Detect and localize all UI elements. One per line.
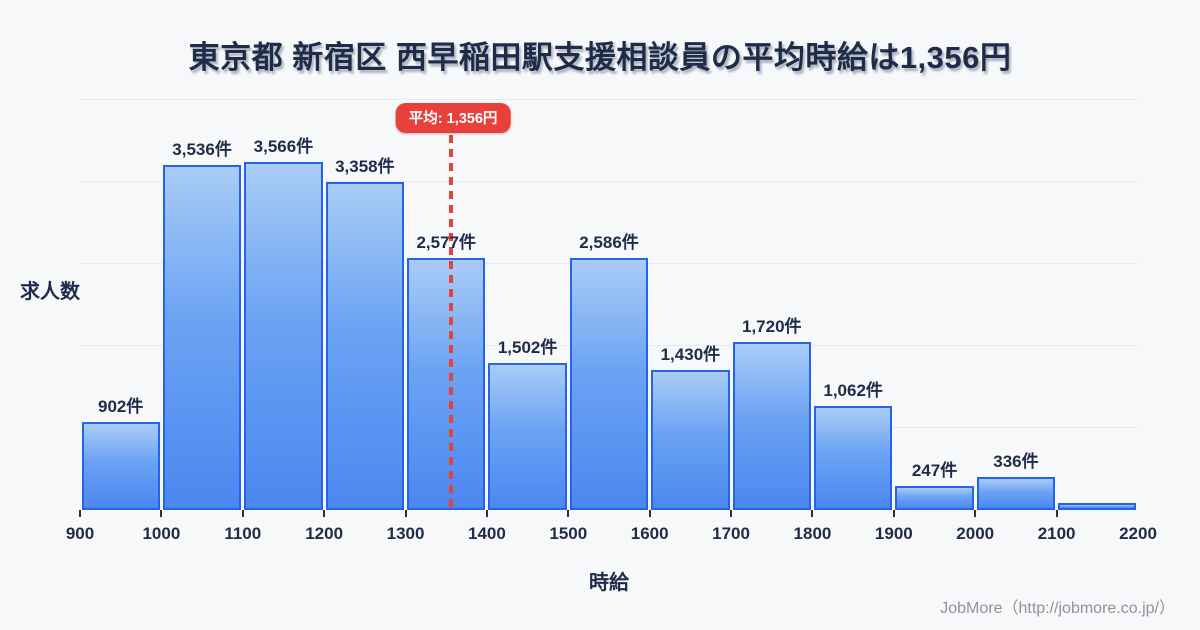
x-axis-tick-mark <box>160 510 163 517</box>
bar-value-label: 2,577件 <box>416 233 476 253</box>
histogram-bar <box>407 258 486 510</box>
x-axis-label: 時給 <box>589 572 629 594</box>
x-axis-tick-mark <box>974 510 977 517</box>
x-axis-tick-mark <box>323 510 326 517</box>
bar-value-label: 3,536件 <box>172 139 232 159</box>
x-axis-tick-label: 1300 <box>386 524 425 543</box>
footer-credit: JobMore（http://jobmore.co.jp/） <box>940 600 1175 617</box>
bar-value-label: 2,586件 <box>579 232 639 252</box>
x-axis-tick-mark <box>404 510 407 517</box>
x-axis-tick-label: 1000 <box>142 524 181 543</box>
x-axis-tick-mark <box>811 510 814 517</box>
y-axis-label: 求人数 <box>20 281 80 303</box>
histogram-bar <box>81 421 160 510</box>
histogram-bar <box>1058 502 1137 510</box>
x-axis-tick-mark <box>1055 510 1058 517</box>
x-axis-tick-label: 1200 <box>305 524 344 543</box>
histogram-bar <box>976 477 1056 510</box>
x-axis-tick-label: 1700 <box>712 524 750 543</box>
bar-value-label: 1,502件 <box>497 338 558 358</box>
histogram-bar <box>162 164 242 510</box>
histogram-bar <box>651 370 730 510</box>
histogram-bar <box>569 257 649 510</box>
bar-value-label: 247件 <box>911 460 958 480</box>
x-axis-tick-mark <box>485 510 488 517</box>
x-axis-tick-label: 1800 <box>793 524 832 543</box>
average-dashed-line <box>449 135 454 510</box>
x-axis-tick-mark <box>567 510 570 517</box>
bar-value-label: 902件 <box>98 396 144 416</box>
bar-value-label: 336件 <box>993 452 1039 472</box>
histogram-bar <box>488 363 567 510</box>
x-axis-tick-mark <box>241 510 244 517</box>
bar-value-label: 1,720件 <box>741 317 802 337</box>
x-axis-tick-label: 1400 <box>468 524 506 543</box>
histogram-bar <box>732 342 811 510</box>
x-axis-tick-label: 2100 <box>1037 524 1076 543</box>
plot-area: 902件 3,536件 3,566件 3,358件 2,577件 1,502件 2,586件… <box>66 99 1157 543</box>
histogram-bar <box>325 182 405 510</box>
bar-value-label: 3,358件 <box>335 157 395 177</box>
x-axis-tick-label: 1600 <box>630 524 669 543</box>
x-axis-tick-label: 1900 <box>874 524 913 543</box>
x-axis-tick-label: 900 <box>65 524 95 543</box>
gridline <box>80 99 1138 100</box>
bar-value-label: 1,062件 <box>823 381 883 401</box>
x-axis-tick-label: 1500 <box>549 524 588 543</box>
histogram-bar <box>895 485 974 510</box>
histogram-bar <box>244 161 323 510</box>
x-axis-tick-mark <box>730 510 733 517</box>
x-axis-tick-label: 2000 <box>956 524 995 543</box>
gridline <box>80 181 1138 182</box>
average-value-badge: 平均: 1,356円 <box>395 103 511 133</box>
bar-value-label: 1,430件 <box>660 345 721 365</box>
x-axis-tick-mark <box>79 510 81 517</box>
x-axis-tick-mark <box>892 510 895 517</box>
bar-value-label: 3,566件 <box>253 136 314 156</box>
chart-title: 東京都 新宿区 西早稲田駅支援相談員の平均時給は1,356円 <box>188 40 1012 75</box>
histogram-bar <box>813 406 893 510</box>
x-axis-tick-label: 2200 <box>1119 524 1157 543</box>
x-axis-tick-label: 1100 <box>224 524 262 543</box>
x-axis-tick-mark <box>648 510 651 517</box>
